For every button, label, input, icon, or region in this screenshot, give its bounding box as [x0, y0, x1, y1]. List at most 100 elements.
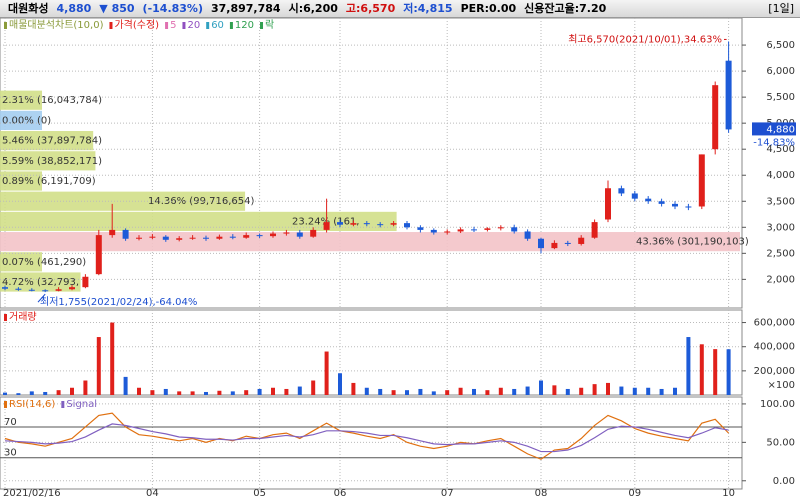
legend-label: 20: [187, 20, 200, 31]
volume-bar: [458, 387, 463, 395]
volume-bar: [405, 390, 409, 395]
candle-body: [310, 229, 317, 237]
candle-body: [377, 224, 384, 226]
price-panel: [0, 18, 743, 309]
x-tick-label: 04: [146, 488, 159, 499]
volume-profile-label: 23.24% (161,: [292, 216, 359, 227]
header-item: 신용잔고율:7.20: [524, 2, 607, 15]
x-tick-label: 09: [628, 488, 641, 499]
volume-profile-bar: [0, 211, 397, 232]
period[interactable]: [1일]: [768, 2, 794, 15]
candle-body: [430, 229, 437, 233]
candle-body: [243, 235, 250, 238]
candle-body: [497, 227, 504, 229]
volume-profile-label: 0.89% (6,191,709): [2, 176, 96, 187]
volume-bar: [297, 386, 302, 395]
reference-label: 30: [4, 448, 17, 459]
volume-bar: [83, 380, 88, 395]
volume-bar: [163, 388, 168, 395]
volume-bar: [110, 322, 115, 395]
header-item: 37,897,784: [210, 2, 281, 15]
legend-label: RSI(14,6): [9, 399, 55, 410]
volume-unit: ×100: [768, 380, 795, 391]
volume-bar: [485, 390, 490, 395]
volume-bar: [552, 385, 557, 395]
volume-bar: [16, 393, 21, 395]
volume-bar: [190, 391, 195, 395]
rsi-panel: [0, 396, 743, 490]
legend-swatch: [260, 22, 264, 29]
volume-bar: [498, 387, 503, 395]
chart: 2021/02/16 04 05 06 07 08 09 10 4.72% (32,793, 0.…: [0, 18, 796, 499]
volume-profile-label: 4.72% (32,793,: [2, 277, 79, 288]
y-tick-label: 600,000: [754, 318, 795, 329]
x-tick-label: 05: [253, 488, 266, 499]
candle-body: [69, 287, 75, 290]
volume-bar: [673, 387, 677, 395]
header-bar: 대원화성 4,880 ▼ 850 (-14.83%) 37,897,784 시:6,200…: [0, 0, 800, 18]
header-item: 대원화성: [8, 2, 49, 15]
volume-bar: [472, 388, 476, 395]
y-tick-label: 2,500: [766, 248, 795, 259]
candle-body: [404, 223, 410, 228]
volume-bar: [726, 349, 731, 395]
legend-swatch: [206, 22, 210, 29]
legend-label: 거래량: [9, 311, 37, 323]
header-item: 시:6,200: [288, 2, 338, 15]
volume-bar: [123, 376, 128, 395]
volume-bar: [351, 382, 356, 395]
low-annotation: 최저1,755(2021/02/24),-64.04%: [40, 296, 197, 308]
volume-bar: [338, 373, 342, 395]
candle-body: [270, 233, 276, 237]
legend-label: 락: [265, 19, 274, 31]
volume-profile-bar: [0, 151, 96, 171]
volume-profile-label: 43.36% (301,190,103): [636, 237, 749, 248]
volume-bar: [579, 387, 584, 395]
x-tick-label: 06: [334, 488, 347, 499]
candle-body: [685, 206, 692, 208]
y-tick-label: 5,500: [766, 92, 795, 103]
y-tick-label: 200,000: [754, 366, 795, 377]
candle-body: [28, 289, 35, 291]
candle-body: [538, 238, 544, 249]
volume-bar: [525, 386, 530, 395]
legend-swatch: [165, 22, 169, 29]
volume-bar: [431, 391, 436, 395]
y-tick-label: 0.00: [773, 476, 795, 487]
volume-profile-bar: [0, 131, 94, 151]
volume-bar: [619, 386, 624, 395]
candle-body: [645, 198, 652, 202]
candle-body: [189, 237, 196, 239]
volume-bar: [150, 390, 155, 395]
y-tick-label: 3,500: [766, 196, 795, 207]
candle-body: [42, 290, 49, 292]
volume-bar: [56, 390, 61, 395]
candle-body: [296, 232, 303, 237]
x-tick-label: 2021/02/16: [3, 488, 61, 499]
candle-body: [162, 236, 169, 240]
volume-bar: [686, 337, 691, 395]
volume-profile-label: 5.46% (37,897,784): [2, 136, 102, 147]
volume-profile-bar: [0, 90, 42, 110]
volume-bar: [364, 387, 369, 395]
legend-swatch: [182, 22, 186, 29]
volume-profile-bar: [0, 171, 42, 191]
header-item: 저:4,815: [403, 2, 453, 15]
volume-bar: [445, 390, 450, 395]
volume-profile-label: 5.59% (38,852,171): [2, 156, 102, 167]
candle-body: [457, 229, 464, 232]
legend-swatch: [109, 22, 113, 29]
y-tick-label: 100.00: [760, 399, 795, 410]
candle-body: [256, 235, 263, 237]
candle-body: [109, 229, 116, 236]
header-item: PER:0.00: [460, 2, 517, 15]
volume-bar: [592, 384, 597, 395]
high-annotation: 최고6,570(2021/10/01),34.63%: [568, 33, 722, 45]
legend-label: 60: [211, 20, 224, 31]
volume-bar: [284, 388, 289, 395]
candle-body: [122, 229, 129, 239]
candle-body: [283, 232, 290, 234]
volume-profile-label: 0.00% (0): [2, 115, 51, 126]
candle-body: [176, 238, 183, 240]
candle-body: [2, 287, 8, 289]
